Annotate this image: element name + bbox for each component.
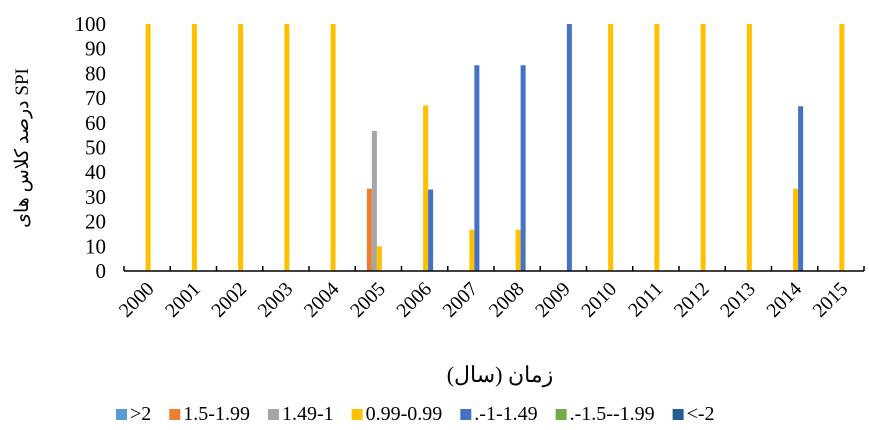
y-tick-label: 90 xyxy=(85,37,106,61)
y-tick-label: 80 xyxy=(85,61,106,85)
y-tick-label: 100 xyxy=(75,12,107,36)
y-tick-label: 40 xyxy=(85,160,106,184)
legend-label: 1.49-1 xyxy=(282,403,334,425)
bars-group xyxy=(145,24,845,272)
legend-swatch xyxy=(555,409,567,420)
bar xyxy=(371,130,377,271)
legend-label: >2 xyxy=(130,403,151,425)
y-tick-label: 50 xyxy=(85,136,106,160)
legend-swatch xyxy=(460,409,472,420)
bar xyxy=(746,24,752,271)
x-tick-label: 2000 xyxy=(115,278,159,322)
bar xyxy=(428,189,434,271)
bar xyxy=(515,229,521,271)
x-tick-labels: 2000 2001 2002 2003 2004 2005 2006 2007 2008 2009… xyxy=(115,278,853,322)
x-tick-label: 2003 xyxy=(254,278,298,322)
legend-swatch xyxy=(672,409,684,420)
x-tick-label: 2011 xyxy=(624,278,667,321)
bar xyxy=(238,24,244,271)
legend-label: 1.5-1.99 xyxy=(183,403,250,425)
y-tick-label: 60 xyxy=(85,111,106,135)
x-tick-label: 2010 xyxy=(577,278,621,322)
x-tick-label: 2009 xyxy=(531,278,575,322)
x-tick-label: 2014 xyxy=(762,278,806,322)
y-tick-label: 30 xyxy=(85,185,106,209)
y-tick-label: 70 xyxy=(85,86,106,110)
x-tick-marks xyxy=(123,266,865,271)
x-tick-label: 2015 xyxy=(809,278,853,322)
bar xyxy=(423,105,429,271)
bar xyxy=(366,188,372,271)
x-tick-label: 2008 xyxy=(485,278,529,322)
bar xyxy=(798,106,804,271)
legend-label: .-1-1.49 xyxy=(474,403,537,425)
y-tick-label: 20 xyxy=(85,210,106,234)
bar xyxy=(654,24,660,271)
bar xyxy=(700,24,706,271)
legend: >2 1.5-1.99 1.49-1 0.99-0.99 .-1-1.49 .-1.5--… xyxy=(116,403,715,425)
y-tick-label: 0 xyxy=(96,259,107,283)
y-axis-title: درصد کلاس های SPI xyxy=(12,68,33,228)
x-axis-title: زمان (سال) xyxy=(447,362,554,388)
legend-label: <-2 xyxy=(687,403,715,425)
legend-swatch xyxy=(169,409,181,420)
x-tick-label: 2002 xyxy=(207,278,251,322)
bar xyxy=(793,188,799,271)
legend-label: 0.99-0.99 xyxy=(366,403,443,425)
bar xyxy=(839,24,845,271)
y-tick-label: 10 xyxy=(85,234,106,258)
x-tick-label: 2013 xyxy=(716,278,760,322)
legend-swatch xyxy=(351,409,363,420)
bar xyxy=(284,24,290,271)
bar xyxy=(474,65,480,272)
bar xyxy=(191,24,197,271)
bar xyxy=(608,24,614,271)
x-tick-label: 2005 xyxy=(346,278,390,322)
legend-label: .-1.5--1.99 xyxy=(570,403,655,425)
bar xyxy=(566,24,572,271)
x-tick-label: 2004 xyxy=(300,278,344,322)
bar xyxy=(520,65,526,272)
bar xyxy=(376,246,382,271)
x-tick-label: 2006 xyxy=(392,278,436,322)
x-tick-label: 2007 xyxy=(439,278,483,322)
bar xyxy=(145,24,151,271)
bar xyxy=(330,24,336,271)
bar xyxy=(469,229,475,271)
x-tick-label: 2012 xyxy=(670,278,714,322)
x-tick-label: 2001 xyxy=(161,278,205,322)
legend-swatch xyxy=(267,409,279,420)
legend-swatch xyxy=(116,409,127,420)
